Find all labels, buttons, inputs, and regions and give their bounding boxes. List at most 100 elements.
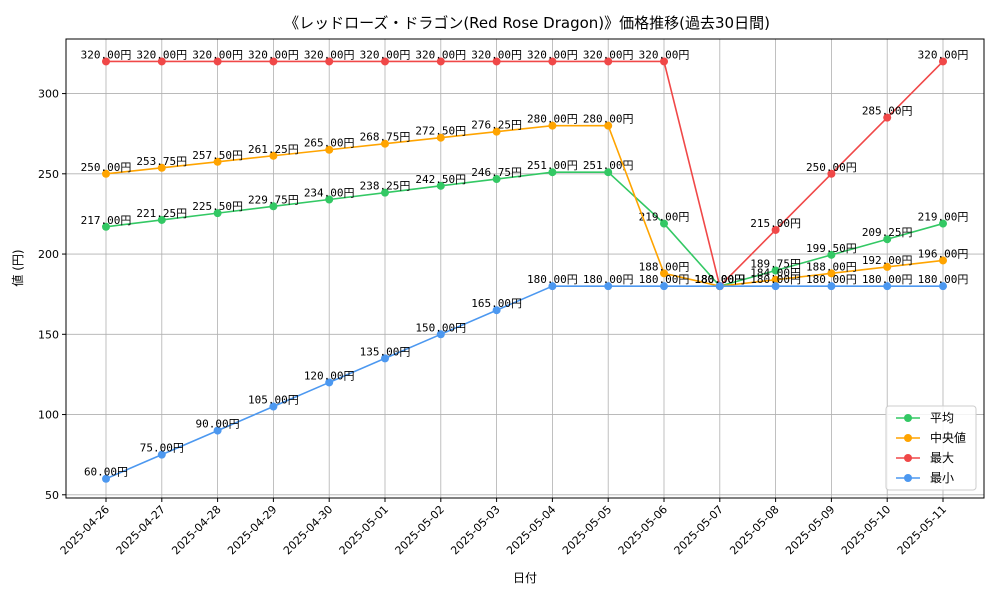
data-point bbox=[381, 139, 389, 148]
x-tick-label: 2025-05-07 bbox=[672, 503, 726, 557]
data-label: 251.00円 bbox=[527, 159, 578, 172]
data-point bbox=[883, 282, 892, 291]
series-layer: 217.00円 221.25円 225.50円 229.75円 234.00円 238.2… bbox=[81, 48, 969, 483]
y-tick-label: 100 bbox=[38, 409, 59, 422]
series-line bbox=[105, 124, 944, 287]
series-最小: 60.00円 75.00円 90.00円 105.00円 120.00円 135.00円 1… bbox=[84, 273, 968, 483]
data-label: 320.00円 bbox=[527, 48, 578, 61]
data-point bbox=[492, 306, 501, 315]
data-label: 221.25円 bbox=[136, 207, 187, 220]
data-label: 219.00円 bbox=[918, 211, 969, 224]
y-tick-label: 300 bbox=[38, 88, 59, 101]
data-point bbox=[213, 426, 222, 435]
data-point bbox=[827, 269, 836, 278]
data-point bbox=[939, 282, 947, 291]
data-point bbox=[827, 282, 836, 291]
data-label: 90.00円 bbox=[196, 418, 240, 431]
data-point bbox=[213, 209, 222, 218]
data-point bbox=[604, 57, 613, 66]
data-point bbox=[939, 256, 947, 265]
data-label: 60.00円 bbox=[84, 466, 128, 479]
data-label: 234.00円 bbox=[304, 186, 355, 199]
chart-title: 《レッドローズ・ドラゴン(Red Rose Dragon)》価格推移(過去30日… bbox=[284, 14, 770, 32]
data-label: 188.00円 bbox=[639, 260, 690, 273]
data-label: 180.00円 bbox=[694, 273, 745, 286]
data-label: 188.00円 bbox=[806, 260, 857, 273]
data-point bbox=[157, 163, 166, 172]
data-label: 180.00円 bbox=[750, 273, 801, 286]
data-label: 196.00円 bbox=[918, 247, 969, 260]
x-tick-label: 2025-05-10 bbox=[839, 503, 893, 557]
x-tick-label: 2025-05-11 bbox=[895, 503, 949, 557]
legend-marker bbox=[904, 414, 912, 422]
data-point bbox=[604, 121, 613, 130]
data-point bbox=[548, 282, 557, 291]
data-label: 320.00円 bbox=[192, 48, 243, 61]
x-tick-label: 2025-05-01 bbox=[337, 503, 391, 557]
data-point bbox=[883, 113, 892, 122]
data-point bbox=[604, 282, 613, 291]
data-label: 189.75円 bbox=[750, 258, 801, 271]
x-tick-label: 2025-04-29 bbox=[225, 503, 279, 557]
data-label: 229.75円 bbox=[248, 193, 299, 206]
legend-marker bbox=[904, 434, 912, 442]
x-tick-label: 2025-05-06 bbox=[616, 503, 670, 557]
data-point bbox=[827, 250, 836, 259]
data-point bbox=[269, 151, 278, 160]
data-point bbox=[269, 57, 278, 66]
data-label: 225.50円 bbox=[192, 200, 243, 213]
data-point bbox=[102, 169, 110, 178]
data-label: 184.00円 bbox=[750, 267, 801, 280]
data-label: 246.75円 bbox=[471, 166, 522, 179]
data-point bbox=[381, 188, 389, 197]
data-label: 265.00円 bbox=[304, 137, 355, 150]
data-label: 272.50円 bbox=[415, 125, 466, 138]
data-label: 285.00円 bbox=[862, 105, 913, 118]
data-label: 320.00円 bbox=[136, 48, 187, 61]
data-point bbox=[604, 168, 613, 177]
data-point bbox=[325, 145, 334, 154]
data-point bbox=[660, 282, 668, 291]
legend-box bbox=[885, 405, 977, 491]
data-point bbox=[492, 175, 501, 184]
series-line bbox=[105, 171, 944, 288]
data-label: 320.00円 bbox=[248, 48, 299, 61]
data-label: 250.00円 bbox=[806, 161, 857, 174]
y-tick-label: 50 bbox=[45, 489, 59, 502]
data-point bbox=[492, 127, 501, 136]
data-point bbox=[157, 215, 166, 224]
y-axis-label: 値 (円) bbox=[10, 249, 25, 286]
data-label: 250.00円 bbox=[81, 161, 132, 174]
data-point bbox=[939, 219, 947, 228]
data-label: 150.00円 bbox=[415, 321, 466, 334]
data-label: 180.00円 bbox=[806, 273, 857, 286]
legend-marker bbox=[904, 454, 912, 462]
x-tick-label: 2025-04-28 bbox=[169, 503, 223, 557]
data-label: 320.00円 bbox=[918, 48, 969, 61]
x-tick-label: 2025-05-02 bbox=[393, 503, 447, 557]
data-point bbox=[213, 157, 222, 166]
x-tick-label: 2025-05-04 bbox=[504, 503, 558, 557]
data-label: 105.00円 bbox=[248, 394, 299, 407]
data-point bbox=[102, 222, 110, 231]
x-tick-label: 2025-05-05 bbox=[560, 503, 614, 557]
y-axis: 50 100 150 200 250 300 bbox=[38, 88, 66, 502]
data-label: 242.50円 bbox=[415, 173, 466, 186]
data-point bbox=[715, 282, 724, 291]
data-point bbox=[102, 57, 110, 66]
data-point bbox=[883, 262, 892, 271]
legend-label: 最大 bbox=[930, 451, 954, 465]
data-point bbox=[771, 275, 780, 284]
data-point bbox=[827, 169, 836, 178]
data-label: 320.00円 bbox=[304, 48, 355, 61]
y-tick-label: 250 bbox=[38, 168, 59, 181]
data-point bbox=[157, 57, 166, 66]
data-point bbox=[436, 57, 445, 66]
data-label: 320.00円 bbox=[583, 48, 634, 61]
data-label: 238.25円 bbox=[360, 180, 411, 193]
data-label: 180.00円 bbox=[583, 273, 634, 286]
data-label: 75.00円 bbox=[140, 442, 184, 455]
data-point bbox=[325, 57, 334, 66]
data-point bbox=[381, 57, 389, 66]
data-label: 180.00円 bbox=[527, 273, 578, 286]
